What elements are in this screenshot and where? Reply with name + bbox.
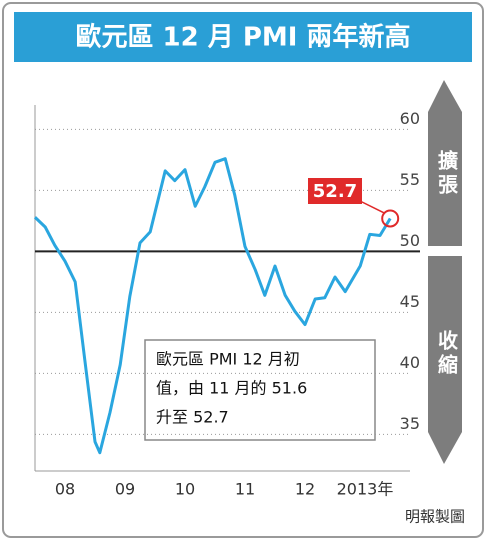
highlight-label: 52.7 [313,181,357,202]
data-line [33,157,392,455]
note-line: 歐元區 PMI 12 月初 [156,350,300,369]
note-line: 升至 52.7 [156,408,229,427]
highlight-box [308,178,362,204]
y-tick-label: 55 [400,170,420,189]
x-tick-label: 09 [115,480,135,499]
note-line: 值，由 11 月的 51.6 [156,379,307,398]
note-box [144,339,376,441]
source: 明報製圖 [405,508,465,526]
expansion-arrow [428,80,462,246]
x-tick-label: 08 [55,480,75,499]
y-tick-label: 45 [400,292,420,311]
highlight-marker [381,209,400,228]
y-tick-label: 35 [400,414,420,433]
contraction-arrow [428,256,462,464]
x-tick-label: 12 [295,480,315,499]
chart-title: 歐元區 12 月 PMI 兩年新高 [76,22,411,53]
side-label: 收縮 [435,329,459,378]
x-tick-label: 10 [175,480,195,499]
side-label: 擴張 [435,149,459,198]
title-bar [14,12,472,62]
y-tick-label: 40 [400,353,420,372]
y-tick-label: 50 [400,231,420,250]
highlight-connector [357,199,386,215]
y-tick-label: 60 [400,109,420,128]
x-tick-label: 2013年 [337,480,394,499]
x-tick-label: 11 [235,480,255,499]
